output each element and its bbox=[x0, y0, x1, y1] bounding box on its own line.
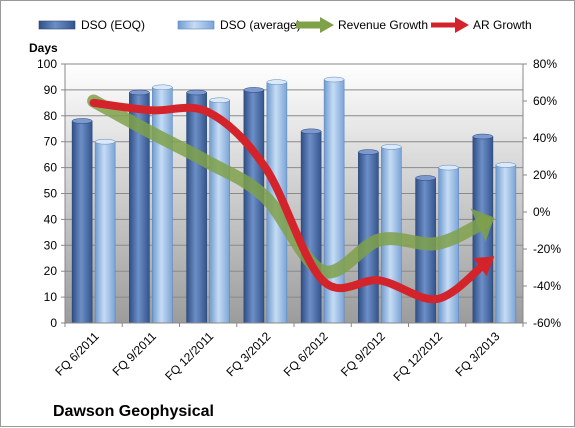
left-tick-label: 80 bbox=[44, 109, 58, 123]
right-tick-label: 0% bbox=[533, 205, 551, 219]
left-tick-label: 100 bbox=[37, 57, 57, 71]
bar-top bbox=[495, 162, 517, 168]
bars bbox=[71, 76, 517, 324]
legend-label: DSO (EOQ) bbox=[81, 18, 145, 32]
bar-dso-average bbox=[495, 164, 517, 324]
growth-lines bbox=[87, 94, 495, 304]
bar-top bbox=[243, 87, 265, 93]
right-tick-label: -40% bbox=[533, 279, 561, 293]
bar-top bbox=[71, 118, 93, 124]
bar-dso-eoq bbox=[300, 131, 322, 324]
bar-dso-eoq bbox=[186, 92, 207, 324]
bar-top bbox=[94, 138, 116, 145]
bar-top bbox=[438, 164, 459, 171]
right-tick-label: -20% bbox=[533, 242, 561, 256]
bar-top bbox=[186, 89, 207, 96]
right-axis-ticks: -60% -40% -20% 0% 20% 40% 60% 80% bbox=[523, 57, 561, 330]
legend-label: AR Growth bbox=[473, 18, 532, 32]
bar-top bbox=[152, 84, 173, 91]
bar-top bbox=[209, 97, 230, 104]
ar-growth-line bbox=[89, 98, 490, 304]
left-tick-label: 60 bbox=[44, 161, 58, 175]
left-tick-label: 20 bbox=[44, 264, 58, 278]
revenue-growth-arrowhead bbox=[470, 208, 495, 242]
left-tick-label: 30 bbox=[44, 238, 58, 252]
x-tick-label: FQ 12/2012 bbox=[391, 329, 446, 384]
x-tick-label: FQ 3/2012 bbox=[224, 329, 274, 379]
bar-top bbox=[358, 149, 379, 155]
right-tick-label: 60% bbox=[533, 94, 557, 108]
left-tick-label: 10 bbox=[44, 290, 58, 304]
bar-dso-average bbox=[152, 87, 173, 324]
x-tick-label: FQ 9/2011 bbox=[110, 329, 160, 379]
legend-label: Revenue Growth bbox=[338, 18, 428, 32]
left-tick-label: 0 bbox=[50, 316, 57, 330]
bar-dso-average bbox=[94, 141, 116, 324]
bar-top bbox=[381, 144, 402, 150]
legend-swatch bbox=[177, 20, 215, 30]
right-tick-label: 40% bbox=[533, 131, 557, 145]
left-tick-label: 50 bbox=[44, 187, 58, 201]
left-axis-title: Days bbox=[29, 41, 58, 55]
bar-dso-eoq bbox=[71, 120, 93, 324]
x-tick-label: FQ 3/2013 bbox=[453, 329, 503, 379]
right-tick-label: -60% bbox=[533, 316, 561, 330]
legend-swatch bbox=[38, 20, 76, 30]
bar-top bbox=[266, 79, 288, 85]
legend-label: DSO (average) bbox=[220, 18, 301, 32]
right-tick-label: 80% bbox=[533, 57, 557, 71]
x-tick-label: FQ 6/2011 bbox=[52, 329, 102, 379]
bar-dso-average bbox=[209, 99, 230, 324]
bar-top bbox=[129, 89, 150, 96]
bar-top bbox=[472, 133, 494, 140]
ar-growth-arrowhead bbox=[473, 256, 495, 277]
left-axis-ticks: 0 10 20 30 40 50 60 70 80 90 100 bbox=[37, 57, 65, 330]
bar-top bbox=[415, 175, 436, 181]
bar-dso-eoq bbox=[243, 89, 265, 324]
left-tick-label: 70 bbox=[44, 135, 58, 149]
x-tick-label: FQ 9/2012 bbox=[338, 329, 388, 379]
legend-swatch-arrow bbox=[455, 17, 469, 33]
bar-top bbox=[323, 76, 345, 83]
x-axis-ticks: FQ 6/2011 FQ 9/2011 FQ 12/2011 FQ 3/2012 FQ … bbox=[52, 323, 524, 384]
company-label: Dawson Geophysical bbox=[53, 403, 214, 420]
left-tick-label: 90 bbox=[44, 83, 58, 97]
x-tick-label: FQ 12/2011 bbox=[162, 329, 216, 383]
revenue-growth-line bbox=[87, 94, 492, 279]
left-tick-label: 40 bbox=[44, 212, 58, 226]
x-tick-label: FQ 6/2012 bbox=[281, 329, 331, 379]
legend: DSO (EOQ) DSO (average) Revenue Growth AR G… bbox=[38, 17, 532, 33]
legend-swatch-arrow bbox=[320, 17, 334, 33]
right-tick-label: 20% bbox=[533, 168, 557, 182]
bar-top bbox=[300, 128, 322, 135]
